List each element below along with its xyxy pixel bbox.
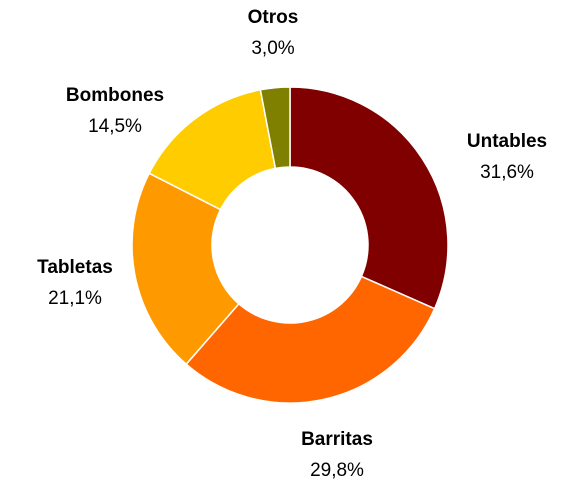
donut-segment — [259, 86, 291, 170]
value-label: 14,5% — [88, 116, 142, 137]
category-label: Barritas — [301, 429, 373, 450]
donut-segment — [289, 86, 449, 310]
donut-segment — [185, 275, 436, 404]
donut-segment — [131, 172, 240, 366]
value-label: 3,0% — [251, 38, 294, 59]
category-label: Bombones — [66, 85, 164, 106]
value-label: 21,1% — [48, 288, 102, 309]
category-label: Tabletas — [37, 257, 113, 278]
value-label: 29,8% — [310, 460, 364, 481]
category-label: Untables — [467, 131, 547, 152]
category-label: Otros — [248, 7, 299, 28]
value-label: 31,6% — [480, 162, 534, 183]
